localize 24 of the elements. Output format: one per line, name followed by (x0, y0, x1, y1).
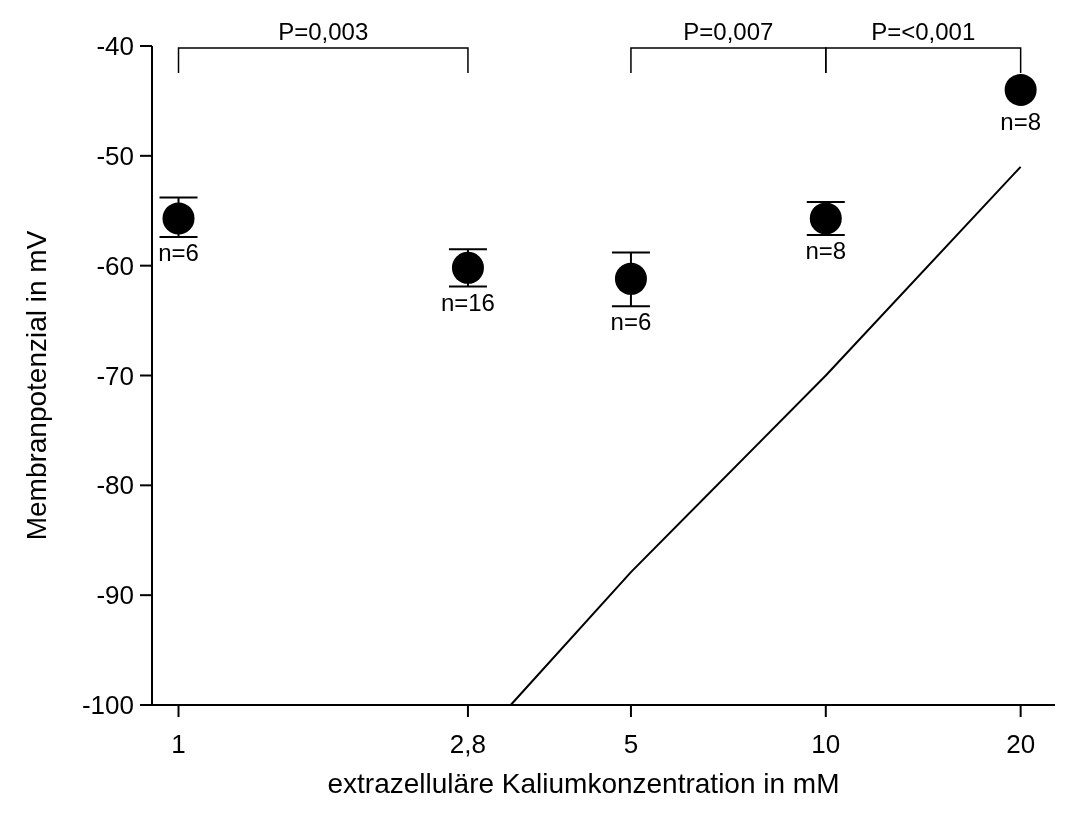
y-tick-label: -40 (96, 31, 134, 62)
text: P=<0,001 (871, 18, 976, 45)
y-tick-label: -100 (81, 690, 134, 721)
annotation: n=6 (158, 239, 199, 267)
annotation: n=16 (440, 288, 495, 316)
point (1004, 73, 1037, 106)
text: P=0,003 (278, 18, 369, 45)
y-tick-label: -90 (96, 580, 134, 611)
x-tick-label: 5 (623, 729, 639, 759)
annotation: n=8 (1000, 107, 1041, 135)
x-tick-label: 10 (811, 729, 841, 759)
y-axis-title: Membranpotenzial in mV (21, 230, 52, 541)
text: P=0,007 (683, 18, 774, 45)
point (614, 262, 647, 295)
y-tick-label: -50 (96, 140, 134, 171)
x-tick-label: 1 (171, 729, 186, 759)
y-tick-label: -70 (96, 360, 134, 391)
annotation: n=8 (805, 236, 847, 264)
x-tick-label: 2,8 (449, 729, 487, 759)
x-axis-title: extrazelluläre Kaliumkonzentration in mM (327, 768, 840, 799)
annotation: n=6 (610, 308, 652, 336)
y-tick-label: -60 (96, 250, 134, 281)
y-tick-label: -80 (96, 470, 134, 501)
x-tick-label: 20 (1006, 729, 1036, 759)
